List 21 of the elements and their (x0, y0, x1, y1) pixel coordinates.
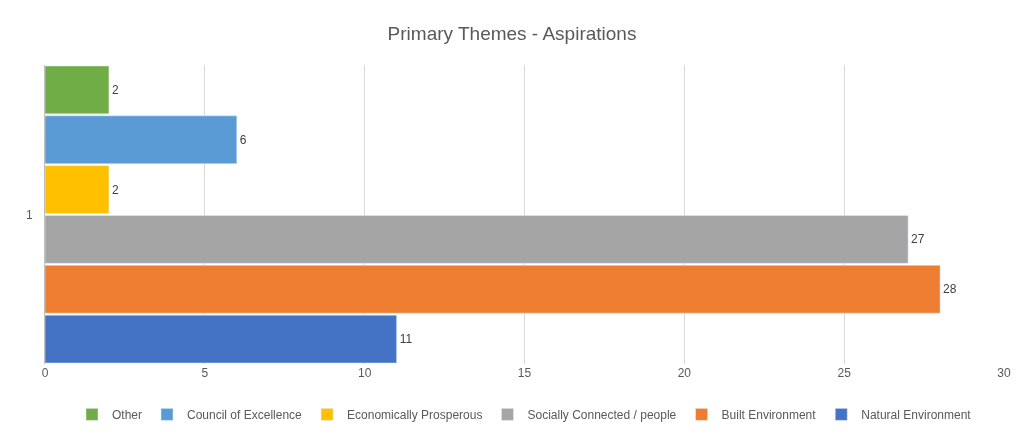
x-tick-label: 0 (41, 366, 49, 380)
data-label: 11 (399, 332, 413, 347)
legend-label: Other (112, 408, 143, 423)
legend-label: Natural Environment (861, 408, 972, 423)
data-label: 28 (943, 282, 957, 297)
legend-label: Economically Prosperous (347, 408, 483, 423)
x-tick-label: 25 (837, 366, 852, 380)
legend-label: Socially Connected / people (527, 408, 677, 423)
legend-label: Built Environment (721, 408, 817, 423)
x-tick-label: 30 (997, 366, 1011, 380)
x-tick-label: 15 (517, 366, 532, 380)
legend-label: Council of Excellence (187, 408, 303, 423)
data-label: 27 (911, 232, 925, 247)
x-tick-label: 5 (201, 366, 209, 380)
data-label: 2 (111, 82, 119, 97)
x-tick-label: 10 (357, 366, 372, 380)
x-tick-label: 20 (677, 366, 692, 380)
data-label: 6 (239, 132, 247, 147)
data-label: 2 (111, 182, 119, 197)
chart-title: Primary Themes - Aspirations (387, 22, 637, 44)
y-axis-title: 1 (26, 208, 33, 222)
